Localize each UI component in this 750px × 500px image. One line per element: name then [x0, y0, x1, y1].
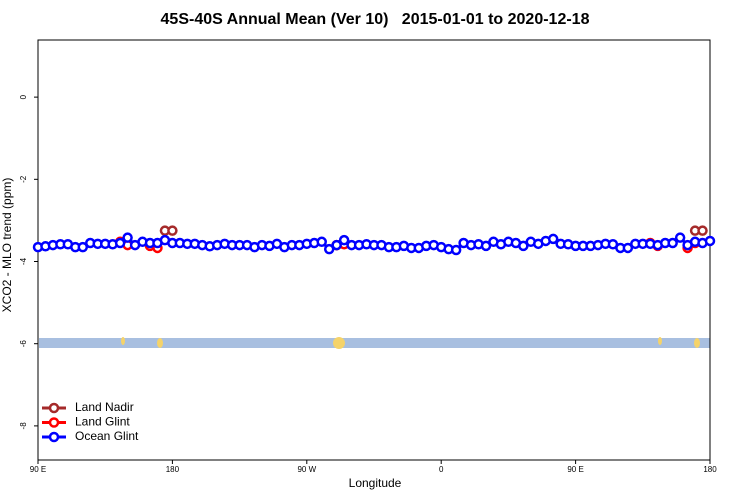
- point: [338, 234, 350, 246]
- surface-mask: [39, 337, 710, 349]
- point: [114, 237, 126, 249]
- point: [674, 232, 686, 243]
- point: [697, 225, 708, 236]
- legend-label: Ocean Glint: [75, 429, 139, 443]
- legend-marker: [48, 431, 60, 443]
- x-axis-label: Longitude: [349, 476, 402, 490]
- x-tick-label: 90 E: [30, 465, 46, 474]
- x-tick-label: 180: [703, 465, 717, 474]
- point: [316, 236, 327, 248]
- y-axis-label: XCO2 - MLO trend (ppm): [0, 178, 14, 313]
- point: [450, 244, 462, 256]
- point: [547, 233, 559, 245]
- x-tick-label: 0: [439, 465, 444, 474]
- point: [331, 239, 342, 251]
- y-tick-label: -6: [19, 340, 28, 348]
- point: [77, 241, 89, 253]
- point: [167, 225, 178, 236]
- y-tick-label: -4: [19, 257, 28, 265]
- point: [480, 240, 492, 252]
- point: [518, 240, 529, 252]
- legend-label: Land Nadir: [75, 400, 134, 414]
- legend-marker: [48, 417, 60, 428]
- legend-marker: [48, 402, 60, 414]
- legend-label: Land Glint: [75, 415, 130, 429]
- point: [122, 232, 133, 243]
- x-tick-label: 180: [166, 465, 180, 474]
- point: [323, 243, 335, 255]
- y-tick-label: 0: [19, 94, 28, 99]
- chart-title: 45S-40S Annual Mean (Ver 10) 2015-01-01 …: [161, 11, 590, 28]
- y-tick-label: -8: [19, 422, 28, 430]
- point: [667, 237, 678, 249]
- x-tick-label: 90 W: [297, 465, 316, 474]
- x-tick-label: 90 E: [567, 465, 583, 474]
- point: [622, 242, 634, 254]
- y-tick-label: -2: [19, 175, 28, 183]
- series: [32, 232, 716, 256]
- point: [704, 235, 716, 247]
